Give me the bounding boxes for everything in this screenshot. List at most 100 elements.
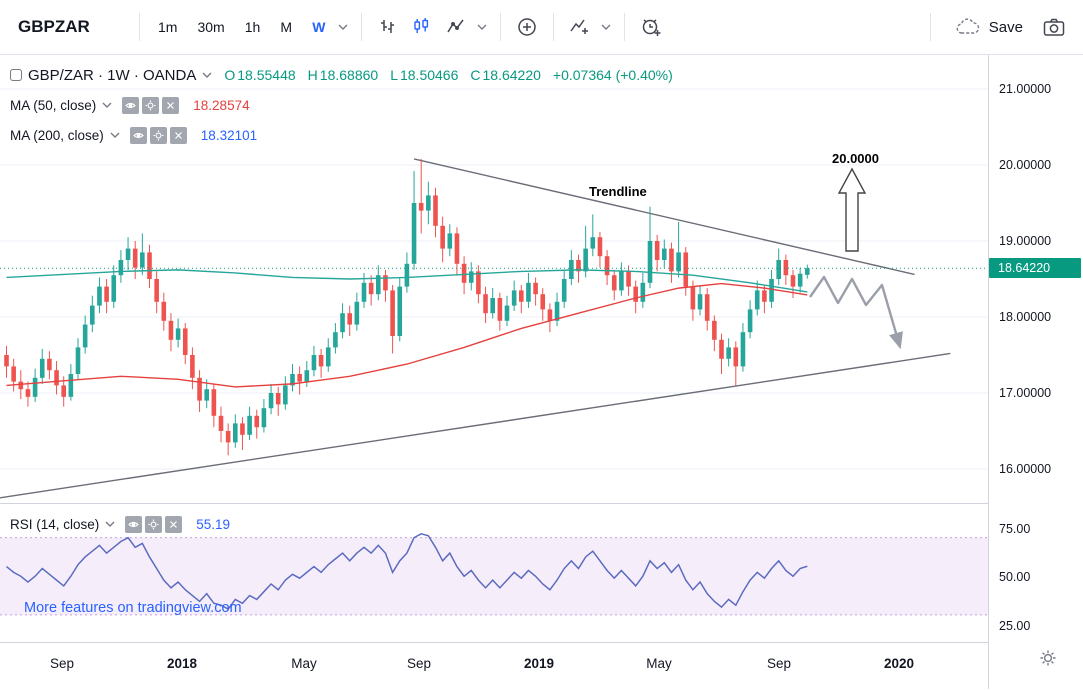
price-target-annotation-label[interactable]: 20.0000 bbox=[832, 151, 879, 166]
toolbar-separator bbox=[361, 13, 363, 41]
rsi-legend: RSI (14, close) 55.19 bbox=[10, 512, 230, 542]
symbol-title[interactable]: GBP/ZAR · 1W · OANDA bbox=[28, 66, 197, 84]
symbol-chevron-down-icon[interactable] bbox=[202, 72, 212, 78]
toolbar-separator bbox=[929, 13, 931, 41]
eye-icon[interactable] bbox=[125, 515, 143, 533]
alert-clock-icon[interactable] bbox=[634, 11, 668, 43]
interval-button-30m[interactable]: 30m bbox=[197, 19, 225, 35]
rsi-band bbox=[0, 537, 988, 615]
pane-collapse-icon[interactable] bbox=[10, 69, 22, 81]
ma50-label[interactable]: MA (50, close) bbox=[10, 97, 97, 113]
close-icon[interactable] bbox=[169, 126, 187, 144]
ma200-chevron-down-icon[interactable] bbox=[110, 132, 120, 138]
price-chart-canvas[interactable]: Trendline 20.0000 bbox=[0, 55, 988, 504]
price-axis-label: 17.00000 bbox=[999, 386, 1052, 400]
rsi-legend-row: RSI (14, close) 55.19 bbox=[10, 512, 230, 536]
settings-icon[interactable] bbox=[145, 515, 163, 533]
settings-icon[interactable] bbox=[142, 96, 160, 114]
close-value: 18.64220 bbox=[482, 67, 541, 83]
eye-icon[interactable] bbox=[129, 126, 147, 144]
high-value: 18.68860 bbox=[319, 67, 379, 83]
symbol-legend-row: GBP/ZAR · 1W · OANDA O 18.55448 H 18.68860… bbox=[10, 63, 673, 87]
rsi-axis-label: 25.00 bbox=[999, 618, 1031, 633]
trendline-annotation-label[interactable]: Trendline bbox=[589, 184, 647, 199]
indicators-icon[interactable] bbox=[563, 11, 597, 43]
lower-trendline[interactable] bbox=[0, 352, 951, 499]
low-label: L bbox=[390, 67, 398, 83]
zigzag-arrow-annotation[interactable] bbox=[809, 275, 903, 350]
interval-button-1h[interactable]: 1h bbox=[244, 19, 261, 35]
screenshot-camera-icon[interactable] bbox=[1037, 11, 1071, 43]
ma200-value: 18.32101 bbox=[200, 127, 258, 143]
chart-style-chevron-down-icon[interactable] bbox=[473, 11, 491, 43]
low-value: 18.50466 bbox=[399, 67, 459, 83]
current-price-tag: 18.64220 bbox=[989, 258, 1081, 279]
time-axis-label: 2019 bbox=[523, 656, 555, 671]
symbol-search-button[interactable]: GBPZAR bbox=[18, 17, 90, 36]
eye-icon[interactable] bbox=[122, 96, 140, 114]
interval-chevron-down-icon[interactable] bbox=[334, 11, 352, 43]
rsi-chevron-down-icon[interactable] bbox=[105, 521, 115, 527]
compare-plus-icon[interactable] bbox=[510, 11, 544, 43]
price-axis-label: 18.00000 bbox=[999, 310, 1052, 324]
rsi-axis-label: 75.00 bbox=[999, 522, 1031, 536]
upper-trendline[interactable] bbox=[413, 158, 915, 276]
rsi-axis-label: 50.00 bbox=[999, 570, 1031, 585]
price-axis[interactable]: 21.00000 20.00000 19.00000 18.00000 17.00000… bbox=[988, 55, 1082, 689]
price-axis-label: 19.00000 bbox=[999, 234, 1052, 248]
close-label: C bbox=[470, 67, 481, 83]
toolbar-separator bbox=[500, 13, 502, 41]
rsi-pane: RSI (14, close) 55.19 More features on t… bbox=[0, 504, 988, 643]
high-label: H bbox=[307, 67, 318, 83]
ma50-value: 18.28574 bbox=[193, 97, 250, 113]
price-axis-label: 21.00000 bbox=[999, 82, 1052, 96]
time-axis[interactable]: Sep 2018 May Sep 2019 May Sep 2020 bbox=[0, 643, 988, 687]
ma200-controls bbox=[129, 126, 187, 144]
save-cloud-icon bbox=[956, 18, 980, 34]
ma50-chevron-down-icon[interactable] bbox=[102, 102, 112, 108]
rsi-value: 55.19 bbox=[196, 516, 231, 532]
ma200-legend-row: MA (200, close) 18.32101 bbox=[10, 123, 673, 147]
time-axis-label: 2020 bbox=[883, 656, 915, 671]
save-button[interactable]: Save bbox=[944, 11, 1033, 43]
price-axis-label: 20.00000 bbox=[999, 158, 1052, 172]
interval-button-1m[interactable]: 1m bbox=[158, 19, 178, 35]
price-axis-label: 16.00000 bbox=[999, 462, 1052, 476]
settings-gear-icon[interactable] bbox=[1039, 649, 1057, 670]
time-axis-label: Sep bbox=[406, 656, 432, 671]
ma200-label[interactable]: MA (200, close) bbox=[10, 127, 104, 143]
interval-button-M[interactable]: M bbox=[280, 19, 293, 35]
close-icon[interactable] bbox=[165, 515, 183, 533]
top-toolbar: GBPZAR 1m 30m 1h M W bbox=[0, 0, 1083, 55]
time-axis-label: Sep bbox=[49, 656, 75, 671]
bars-chart-icon[interactable] bbox=[371, 11, 405, 43]
candles-chart-icon[interactable] bbox=[405, 11, 439, 43]
interval-button-W[interactable]: W bbox=[312, 19, 326, 35]
toolbar-right-group: Save bbox=[921, 11, 1071, 43]
open-label: O bbox=[224, 67, 236, 83]
ma50-line bbox=[6, 282, 808, 388]
change-value: +0.07364 (+0.40%) bbox=[552, 67, 673, 83]
area-chart-icon[interactable] bbox=[439, 11, 473, 43]
ma200-line bbox=[6, 269, 808, 293]
interval-buttons: 1m 30m 1h M W bbox=[149, 11, 334, 43]
rsi-chart-canvas[interactable] bbox=[0, 504, 988, 643]
close-icon[interactable] bbox=[162, 96, 180, 114]
tradingview-watermark-link[interactable]: More features on tradingview.com bbox=[24, 600, 242, 616]
rsi-line bbox=[6, 532, 808, 611]
rsi-label[interactable]: RSI (14, close) bbox=[10, 516, 100, 532]
toolbar-separator bbox=[553, 13, 555, 41]
open-value: 18.55448 bbox=[237, 67, 296, 83]
time-axis-label: May bbox=[291, 656, 317, 671]
rsi-controls bbox=[125, 515, 183, 533]
settings-icon[interactable] bbox=[149, 126, 167, 144]
save-label: Save bbox=[988, 18, 1023, 36]
toolbar-separator bbox=[624, 13, 626, 41]
up-arrow-annotation[interactable] bbox=[837, 167, 867, 252]
indicators-chevron-down-icon[interactable] bbox=[597, 11, 615, 43]
toolbar-separator bbox=[139, 13, 140, 41]
